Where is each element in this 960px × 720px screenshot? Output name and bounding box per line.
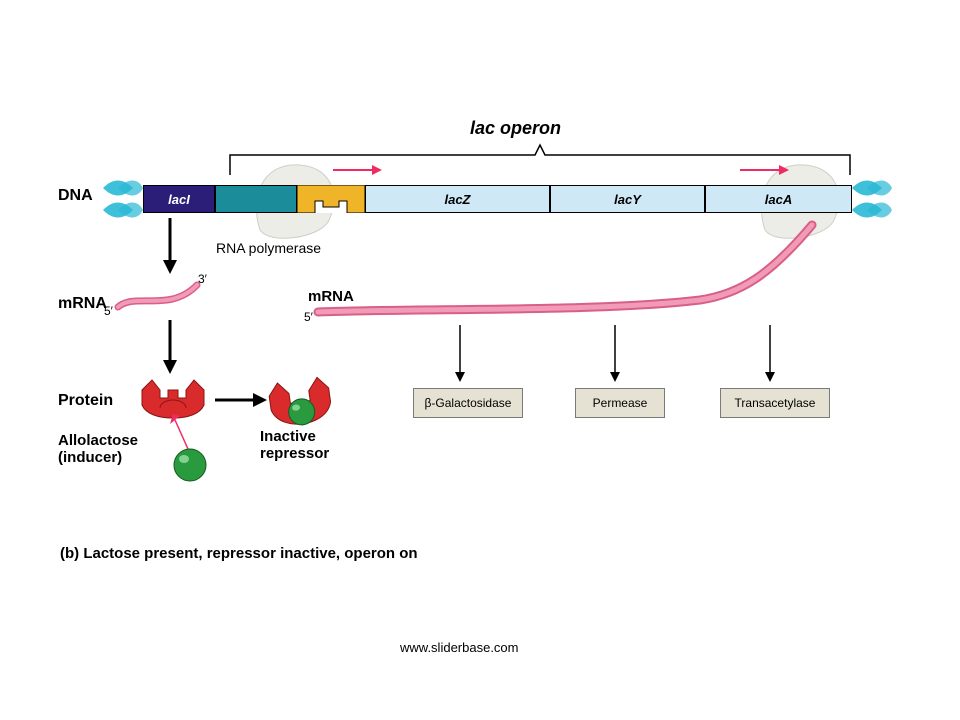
mrna-left-3prime: 3′ [198, 272, 207, 286]
protein-box-transacetylase-label: Transacetylase [735, 396, 816, 410]
protein-box-permease: Permease [575, 388, 665, 418]
footer-url: www.sliderbase.com [400, 640, 519, 655]
gene-lacY-label: lacY [614, 192, 641, 207]
arrow-mrna-to-protein [163, 320, 177, 374]
arrow-to-transacetylase [765, 325, 775, 382]
inactive-repressor-label: Inactive repressor [260, 428, 329, 462]
diagram-canvas [0, 0, 960, 720]
inducer-ball-icon [174, 449, 206, 481]
protein-box-bgal-label: β-Galactosidase [425, 396, 512, 410]
gene-lacI: lacI [143, 185, 215, 213]
dna-helix-right [852, 181, 892, 218]
rna-polymerase-label: RNA polymerase [216, 240, 321, 256]
transcription-arrow-1 [333, 165, 382, 175]
gene-lacZ-label: lacZ [444, 192, 470, 207]
gene-lacZ: lacZ [365, 185, 550, 213]
transcription-arrow-2 [740, 165, 789, 175]
inactive-repressor-icon [268, 376, 334, 429]
row-label-mrna: mRNA [58, 295, 107, 313]
protein-box-transacetylase: Transacetylase [720, 388, 830, 418]
gene-lacA: lacA [705, 185, 852, 213]
inducer-arrow [170, 414, 188, 449]
gene-lacI-label: lacI [168, 192, 190, 207]
arrow-to-bgal [455, 325, 465, 382]
mrna-left-5prime: 5′ [104, 304, 113, 318]
protein-box-bgal: β-Galactosidase [413, 388, 523, 418]
mrna-right-5prime: 5′ [304, 310, 313, 324]
arrow-protein-to-inactive [215, 393, 267, 407]
gene-lacY: lacY [550, 185, 705, 213]
gene-operator [297, 185, 365, 213]
protein-box-permease-label: Permease [593, 396, 648, 410]
gene-lacA-label: lacA [765, 192, 792, 207]
arrow-lacI-to-mrna [163, 218, 177, 274]
row-label-dna: DNA [58, 187, 93, 205]
operon-title: lac operon [470, 118, 561, 139]
gene-promoter [215, 185, 297, 213]
caption: (b) Lactose present, repressor inactive,… [60, 545, 418, 562]
mrna-right-label: mRNA [308, 288, 354, 305]
arrow-to-permease [610, 325, 620, 382]
mrna-right [318, 225, 812, 312]
dna-helix-left [103, 181, 143, 218]
allolactose-label: Allolactose (inducer) [58, 432, 138, 466]
row-label-protein: Protein [58, 392, 113, 410]
active-repressor-icon [142, 380, 204, 418]
